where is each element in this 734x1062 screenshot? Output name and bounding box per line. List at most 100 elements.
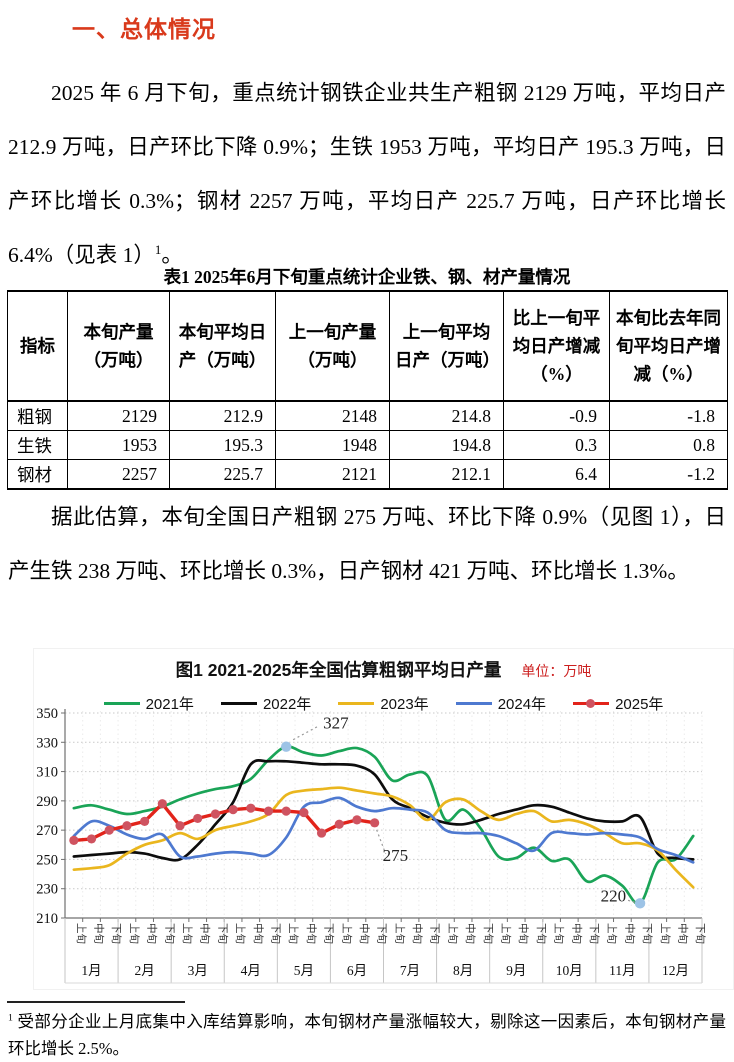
legend-item: 2024年 — [455, 693, 547, 714]
legend-label: 2023年 — [380, 696, 429, 713]
table-cell: -1.2 — [609, 459, 728, 490]
data-point-marker — [140, 816, 150, 826]
table-header-cell: 上一旬产量（万吨） — [275, 290, 390, 402]
x-axis-period-label: 中旬 — [146, 923, 159, 944]
chart-legend: 2021年 2022年 2023年 2024年 2025年 — [34, 693, 733, 714]
table-cell: -0.9 — [503, 400, 610, 431]
x-axis-period-label: 中旬 — [199, 923, 212, 944]
table-header-cell: 比上一旬平均日产增减（%） — [503, 290, 610, 402]
x-axis-period-label: 下旬 — [482, 923, 495, 944]
x-axis-period-label: 中旬 — [676, 923, 689, 944]
legend-label: 2024年 — [497, 696, 547, 713]
x-axis-month-label: 6月 — [347, 963, 367, 978]
legend-marker-dot — [586, 699, 596, 708]
x-axis-period-label: 下旬 — [269, 923, 282, 944]
data-point-marker — [210, 809, 221, 819]
x-axis-period-label: 中旬 — [464, 923, 477, 944]
y-axis-label: 350 — [36, 706, 58, 722]
annotation-label: 327 — [323, 714, 349, 733]
x-axis-period-label: 中旬 — [623, 923, 636, 944]
section-heading: 一、总体情况 — [72, 16, 216, 42]
x-axis-month-label: 8月 — [453, 963, 473, 978]
chart-title: 图1 2021-2025年全国估算粗钢平均日产量 — [175, 660, 502, 680]
table-cell: 2257 — [67, 459, 170, 490]
footnote-reference-mark: 1 — [154, 242, 162, 257]
production-table: 指标 本旬产量（万吨） 本旬平均日产（万吨） 上一旬产量（万吨） 上一旬平均日产（万吨）… — [7, 290, 728, 490]
x-axis-period-label: 上旬 — [500, 923, 513, 944]
table-cell: 214.8 — [389, 400, 504, 431]
table-cell: 0.3 — [503, 430, 610, 460]
legend-line-swatch — [573, 699, 610, 708]
legend-line-swatch — [220, 702, 257, 705]
y-axis-label: 210 — [36, 911, 58, 927]
estimate-paragraph: 据此估算，本旬全国日产粗钢 275 万吨、环比下降 0.9%（见图 1），日产生… — [8, 505, 726, 583]
footnote-mark: 1 — [8, 1012, 13, 1024]
legend-line-swatch — [455, 702, 492, 705]
data-point-marker — [281, 806, 291, 816]
table-cell: 195.3 — [169, 430, 276, 460]
x-axis-month-label: 11月 — [609, 963, 636, 978]
x-axis-period-label: 中旬 — [358, 923, 371, 944]
table-header-cell: 指标 — [7, 290, 68, 402]
table-cell: 194.8 — [389, 430, 504, 460]
x-axis-period-label: 上旬 — [234, 923, 247, 944]
highlight-point — [634, 898, 646, 909]
x-axis-period-label: 下旬 — [163, 923, 176, 944]
table-header-cell: 本旬比去年同旬平均日产增减（%） — [609, 290, 728, 402]
x-axis-month-label: 12月 — [662, 963, 689, 978]
x-axis-month-label: 9月 — [506, 963, 526, 978]
data-point-marker — [122, 821, 132, 831]
table-cell: 1948 — [275, 430, 390, 460]
highlight-point — [280, 741, 292, 752]
legend-line-swatch — [338, 702, 375, 705]
chart-figure: 图1 2021-2025年全国估算粗钢平均日产量 单位：万吨 2021年 2022… — [33, 648, 734, 990]
table-cell: 2121 — [275, 459, 390, 490]
table-cell: 225.7 — [169, 459, 276, 490]
data-point-marker — [228, 805, 238, 815]
legend-label: 2021年 — [145, 696, 194, 713]
x-axis-period-label: 上旬 — [75, 923, 88, 944]
x-axis-period-label: 下旬 — [376, 923, 389, 944]
legend-item: 2022年 — [220, 693, 311, 714]
table-cell: 2148 — [275, 400, 390, 431]
x-axis-period-label: 上旬 — [446, 923, 459, 944]
x-axis-period-label: 下旬 — [694, 923, 707, 944]
chart-unit-label: 单位：万吨 — [521, 665, 592, 680]
y-axis-label: 290 — [36, 794, 58, 810]
legend-line-swatch — [103, 702, 140, 705]
table-caption: 表1 2025年6月下旬重点统计企业铁、钢、材产量情况 — [163, 267, 571, 287]
table-cell: -1.8 — [609, 400, 728, 431]
x-axis-period-label: 上旬 — [340, 923, 353, 944]
y-axis-label: 270 — [36, 823, 58, 839]
x-axis-period-label: 下旬 — [429, 923, 442, 944]
x-axis-month-label: 10月 — [556, 963, 583, 978]
legend-item: 2025年 — [573, 693, 663, 714]
table-header-cell: 上一旬平均日产（万吨） — [389, 290, 504, 402]
table-cell: 0.8 — [609, 430, 728, 460]
x-axis-period-label: 下旬 — [110, 923, 123, 944]
x-axis-period-label: 下旬 — [535, 923, 548, 944]
table-header-cell: 本旬平均日产（万吨） — [169, 290, 276, 402]
x-axis-period-label: 上旬 — [553, 923, 566, 944]
y-axis-label: 310 — [36, 765, 58, 781]
x-axis-period-label: 上旬 — [181, 923, 194, 944]
y-axis-label: 330 — [36, 735, 58, 751]
x-axis-period-label: 中旬 — [570, 923, 583, 944]
data-point-marker — [299, 807, 309, 818]
footnote-text: 受部分企业上月底集中入库结算影响，本旬钢材产量涨幅较大，剔除这一因素后，本旬钢材… — [8, 1012, 727, 1058]
x-axis-period-label: 中旬 — [517, 923, 530, 944]
series-line-2025年 — [73, 802, 375, 843]
x-axis-period-label: 下旬 — [588, 923, 601, 944]
series-line-2022年 — [72, 759, 695, 862]
footnote: 1 受部分企业上月底集中入库结算影响，本旬钢材产量涨幅较大，剔除这一因素后，本旬… — [0, 1008, 734, 1062]
x-axis-month-label: 2月 — [135, 963, 155, 978]
x-axis-period-label: 上旬 — [659, 923, 672, 944]
legend-item: 2021年 — [103, 693, 194, 714]
annotation-label: 275 — [383, 846, 409, 865]
table-header-cell: 本旬产量（万吨） — [67, 290, 170, 402]
x-axis-month-label: 7月 — [400, 963, 420, 978]
x-axis-period-label: 上旬 — [287, 923, 300, 944]
data-point-marker — [193, 813, 203, 824]
series-line-2021年 — [72, 745, 695, 906]
data-point-marker — [69, 835, 79, 845]
